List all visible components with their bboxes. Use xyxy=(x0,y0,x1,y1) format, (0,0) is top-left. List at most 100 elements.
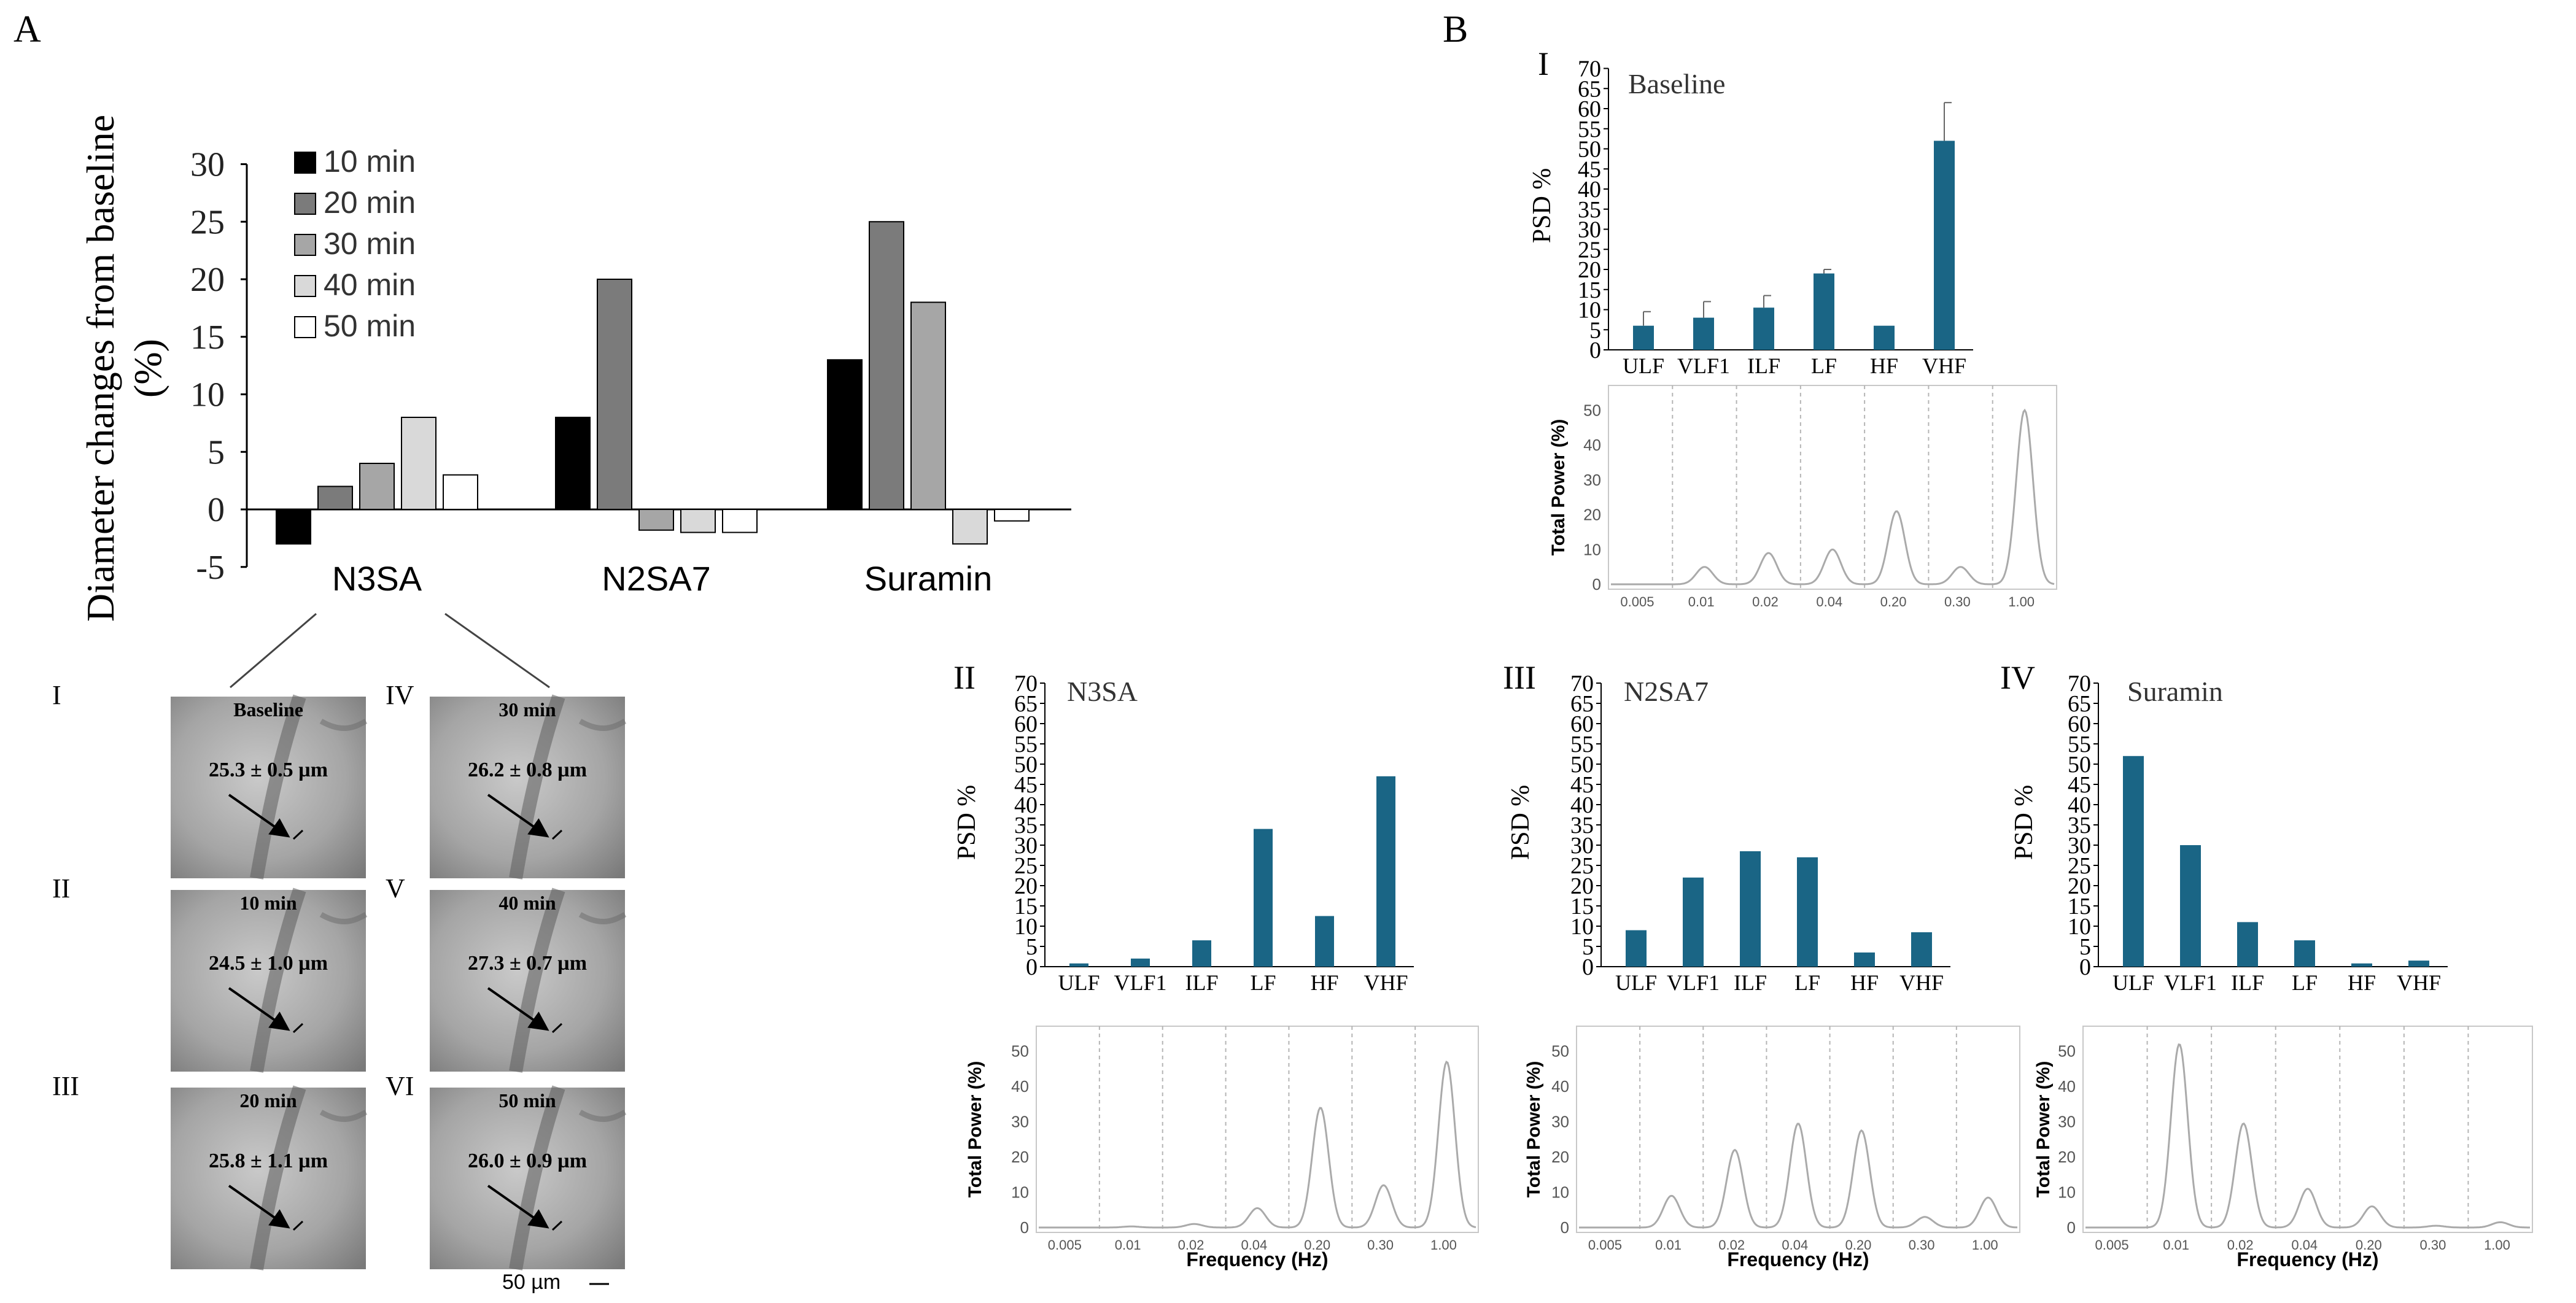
photo-roman-label: VI xyxy=(386,1071,414,1101)
psd-category-ilf: ILF xyxy=(1747,354,1780,378)
psd-category-vlf1: VLF1 xyxy=(1667,970,1720,995)
photo-vi: VI 50 min 26.0 ± 0.9 µm xyxy=(386,1071,627,1270)
photo-ii: II 10 min 24.5 ± 1.0 µm xyxy=(52,873,368,1073)
bar-n3sa-50-min xyxy=(443,474,478,510)
psd-category-vhf: VHF xyxy=(1364,970,1408,995)
psd-category-hf: HF xyxy=(1850,970,1879,995)
psd-category-ulf: ULF xyxy=(1058,970,1100,995)
legend-swatch-20-min xyxy=(294,193,316,215)
psd-bar-ilf xyxy=(1192,940,1211,967)
photo-arrow xyxy=(228,794,290,838)
psd-bar-lf xyxy=(2294,940,2315,967)
photo-title: 10 min xyxy=(239,892,297,914)
photo-arrow xyxy=(487,794,549,838)
psd-ytick-label: 15 xyxy=(2068,894,2091,919)
spectrum-xtick-label: 0.01 xyxy=(1655,1237,1682,1253)
legend-label-40-min: 40 min xyxy=(324,268,416,302)
psd-category-ulf: ULF xyxy=(1615,970,1657,995)
diameter-ytick-label: 0 xyxy=(208,491,225,529)
legend-label-50-min: 50 min xyxy=(324,309,416,343)
psd-bar-vhf xyxy=(1376,776,1395,967)
psd-ytick-label: 70 xyxy=(1014,671,1038,697)
group-label-n2sa7: N2SA7 xyxy=(602,559,710,598)
photo-title: 20 min xyxy=(239,1089,297,1112)
psd-ytick-label: 70 xyxy=(1570,671,1594,697)
photo-roman-label: I xyxy=(52,680,61,710)
spectrum-xtick-label: 1.00 xyxy=(2008,594,2035,609)
photo-measure-mark xyxy=(551,1220,563,1231)
psd-category-lf: LF xyxy=(1250,970,1276,995)
legend-swatch-50-min xyxy=(294,316,316,338)
photo-measure-mark xyxy=(551,1023,563,1034)
spectrum-xlabel: Frequency (Hz) xyxy=(2237,1248,2378,1270)
panel-label-b: B xyxy=(1443,9,1468,50)
scale-bar-label: 50 µm xyxy=(502,1270,561,1294)
bar-n3sa-30-min xyxy=(359,463,395,510)
spectrum-ytick-label: 30 xyxy=(1583,471,1601,489)
spectrum-xtick-label: 0.04 xyxy=(1241,1237,1267,1253)
photo-measurement: 27.3 ± 0.7 µm xyxy=(468,952,587,975)
bar-n3sa-20-min xyxy=(317,485,353,510)
bar-suramin-10-min xyxy=(827,359,863,510)
psd-ylabel: PSD % xyxy=(2010,785,2038,860)
psd-roman-label: I xyxy=(1538,45,1549,82)
psd-category-ilf: ILF xyxy=(1734,970,1767,995)
photo-measurement: 24.5 ± 1.0 µm xyxy=(209,952,328,975)
photo-arrow xyxy=(487,987,549,1031)
psd-ytick-label: 30 xyxy=(1570,833,1594,859)
diameter-ytick-label: 30 xyxy=(190,146,225,184)
psd-ytick-label: 45 xyxy=(1014,772,1038,798)
spectrum-xtick-label: 0.02 xyxy=(1178,1237,1205,1253)
psd-title: N3SA xyxy=(1067,676,1138,707)
psd-ytick-label: 55 xyxy=(1570,732,1594,757)
diameter-ylabel-line1: Diameter changes from baseline xyxy=(79,115,122,622)
spectrum-xtick-label: 1.00 xyxy=(1430,1237,1457,1253)
spectrum-xtick-label: 0.005 xyxy=(1620,594,1654,609)
psd-ytick-label: 40 xyxy=(1578,177,1601,203)
spectrum-ytick-label: 20 xyxy=(1583,506,1601,524)
spectrum-charts: 0.005 0.01 0.02 0.04 0.20 0.30 1.0001020304050… xyxy=(965,385,2533,1270)
psd-ytick-label: 10 xyxy=(1578,298,1601,323)
psd-bar-vlf1 xyxy=(2180,845,2201,967)
psd-ytick-label: 60 xyxy=(2068,711,2091,737)
photo-measure-mark xyxy=(292,1220,304,1231)
legend-label-30-min: 30 min xyxy=(324,226,416,261)
psd-category-vlf1: VLF1 xyxy=(2164,970,2217,995)
psd-ytick-label: 65 xyxy=(1014,691,1038,717)
spectrum-ytick-label: 30 xyxy=(1551,1113,1569,1131)
spectrum-ytick-label: 30 xyxy=(2058,1113,2076,1131)
diameter-ytick-label: -5 xyxy=(196,549,225,587)
spectrum-ytick-label: 50 xyxy=(1011,1042,1029,1061)
psd-chart-suramin: IV Suramin PSD % 05101520253035404550556065… xyxy=(2000,659,2448,995)
psd-category-hf: HF xyxy=(2348,970,2376,995)
psd-category-ulf: ULF xyxy=(2112,970,2154,995)
psd-ytick-label: 30 xyxy=(2068,833,2091,859)
psd-bar-ulf xyxy=(1633,325,1654,350)
spectrum-ylabel: Total Power (%) xyxy=(1524,1061,1544,1198)
diameter-ytick-label: 25 xyxy=(190,203,225,241)
vessel-branch xyxy=(578,1110,627,1123)
psd-roman-label: II xyxy=(953,659,976,696)
spectrum-curve xyxy=(1579,1123,2018,1229)
photo-title: Baseline xyxy=(233,698,303,721)
psd-bar-vhf xyxy=(1934,141,1955,350)
vessel-shape xyxy=(509,887,565,1073)
psd-bar-vlf1 xyxy=(1683,877,1704,967)
photo-title: 30 min xyxy=(499,698,556,721)
psd-bar-hf xyxy=(1874,325,1895,350)
psd-bar-vlf1 xyxy=(1693,317,1714,350)
photo-v: V 40 min 27.3 ± 0.7 µm xyxy=(386,873,627,1073)
psd-ytick-label: 5 xyxy=(1589,317,1601,343)
spectrum-xtick-label: 1.00 xyxy=(2484,1237,2510,1253)
diameter-axis: 30 25 20 15 10 5 0 -5 xyxy=(190,146,1071,587)
legend-swatch-40-min xyxy=(294,275,316,297)
psd-ytick-label: 20 xyxy=(1570,873,1594,899)
psd-ytick-label: 15 xyxy=(1570,894,1594,919)
psd-bar-ilf xyxy=(2237,922,2258,967)
photo-iv: IV 30 min 26.2 ± 0.8 µm xyxy=(386,680,627,880)
psd-category-vlf1: VLF1 xyxy=(1114,970,1166,995)
spectrum-xtick-label: 0.04 xyxy=(1816,594,1842,609)
spectrum-xtick-label: 0.005 xyxy=(1588,1237,1622,1253)
psd-ytick-label: 5 xyxy=(1026,934,1038,960)
spectrum-ytick-label: 20 xyxy=(1011,1148,1029,1166)
